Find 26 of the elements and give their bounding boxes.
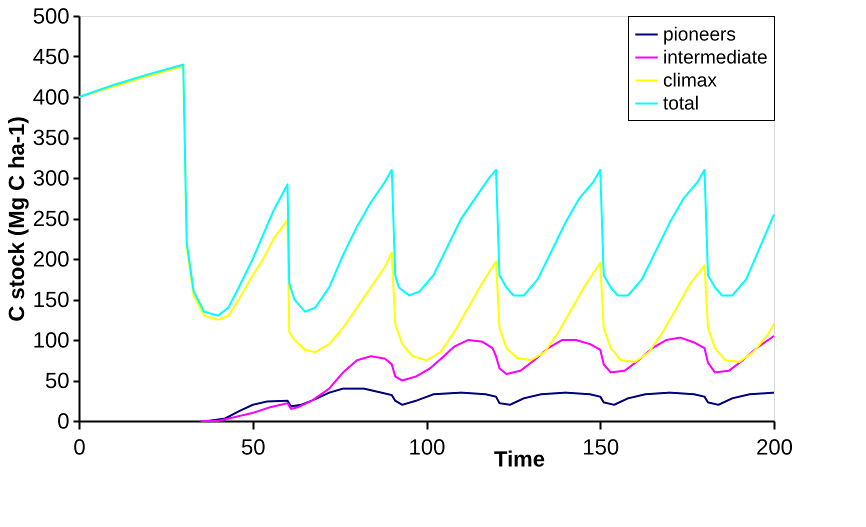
y-tick-label: 400: [32, 84, 70, 110]
legend-label: intermediate: [663, 48, 768, 68]
line-series: [200, 334, 775, 422]
x-axis-title: Time: [494, 446, 545, 472]
x-tick-label: 200: [756, 434, 793, 460]
y-tick-label: 450: [32, 44, 70, 69]
y-tick-label: 250: [32, 206, 70, 231]
x-tick-label: 150: [582, 434, 620, 460]
x-tick-label: 0: [73, 434, 86, 460]
legend-label: pioneers: [663, 24, 736, 46]
y-tick-label: 200: [32, 246, 70, 272]
line-series: [78, 64, 775, 317]
x-tick-label: 100: [408, 434, 446, 460]
line-series: [206, 388, 775, 422]
y-tick-label: 100: [32, 328, 70, 352]
line-series: [78, 65, 775, 363]
y-tick-label: 350: [32, 125, 70, 150]
y-tick-label: 0: [57, 408, 70, 434]
y-tick-label: 500: [32, 4, 70, 28]
legend-label: total: [663, 94, 699, 114]
y-tick-label: 300: [32, 166, 70, 190]
legend-label: climax: [663, 70, 718, 92]
y-tick-label: 150: [32, 287, 70, 312]
x-tick-label: 50: [241, 434, 266, 460]
y-axis-title: C stock (Mg C ha-1): [4, 116, 29, 322]
y-tick-label: 50: [45, 368, 70, 393]
